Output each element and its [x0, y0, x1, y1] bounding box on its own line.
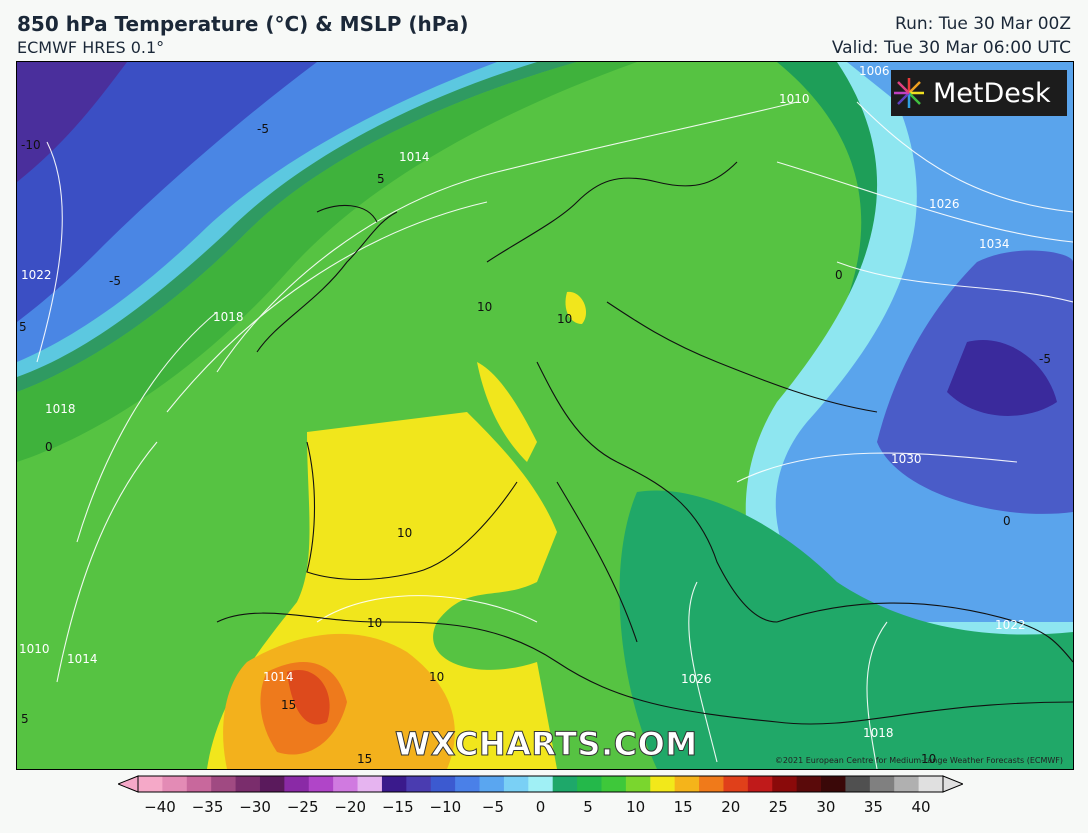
temperature-label: 10 — [477, 300, 493, 314]
colorbar-tick-label: −15 — [381, 798, 414, 816]
colorbar-swatch — [674, 776, 700, 792]
colorbar-swatch — [528, 776, 554, 792]
temperature-label: 10 — [557, 312, 573, 326]
logo-text: MetDesk — [933, 77, 1051, 109]
colorbar-tick-label: −30 — [239, 798, 271, 816]
colorbar-tick-label: 5 — [583, 798, 593, 816]
temperature-colorbar — [118, 775, 963, 793]
colorbar-swatch — [357, 776, 383, 792]
colorbar-swatch — [747, 776, 773, 792]
weather-map[interactable]: MetDesk 1006 1010 1014 1018 1018 1022 10… — [16, 61, 1074, 770]
colorbar-tick-label: −20 — [334, 798, 367, 816]
colorbar-swatch — [211, 776, 237, 792]
colorbar-tick-label: 20 — [721, 798, 741, 816]
colorbar-tick-label: 0 — [535, 798, 546, 816]
temperature-label: 5 — [19, 320, 27, 334]
isobar-label: 1010 — [19, 642, 50, 656]
temperature-label: -5 — [257, 122, 269, 136]
isobar-label: 1034 — [979, 237, 1010, 251]
colorbar-swatch — [552, 776, 578, 792]
model-name: ECMWF HRES 0.1° — [17, 38, 165, 57]
colorbar-swatch — [601, 776, 627, 792]
temperature-label: 15 — [281, 698, 297, 712]
colorbar-swatch — [772, 776, 798, 792]
colorbar-swatch — [894, 776, 920, 792]
colorbar-swatch — [796, 776, 822, 792]
colorbar-swatch — [845, 776, 871, 792]
colorbar-swatch — [284, 776, 310, 792]
colorbar-swatch — [259, 776, 285, 792]
colorbar-tick-label: −10 — [429, 798, 462, 816]
colorbar-swatch — [430, 776, 456, 792]
temperature-label: 10 — [397, 526, 413, 540]
colorbar-swatch — [138, 776, 163, 792]
colorbar-frame — [137, 775, 944, 793]
valid-time: Valid: Tue 30 Mar 06:00 UTC — [831, 38, 1071, 58]
copyright-notice: ©2021 European Centre for Medium-range W… — [774, 756, 1063, 765]
colorbar-swatch — [821, 776, 846, 792]
colorbar-swatch — [308, 776, 334, 792]
wxcharts-watermark: WXCHARTS.COM — [395, 725, 698, 764]
temperature-label: -5 — [1039, 352, 1051, 366]
colorbar-tick-label: −40 — [144, 798, 176, 816]
metdesk-logo: MetDesk — [891, 70, 1067, 116]
isobar-label: 1014 — [263, 670, 294, 684]
colorbar-swatch — [625, 776, 651, 792]
temperature-label: 5 — [21, 712, 29, 726]
colorbar-swatch — [162, 776, 188, 792]
colorbar-swatch — [479, 776, 505, 792]
colorbar-swatch — [235, 776, 261, 792]
colorbar-swatch — [333, 776, 359, 792]
colorbar-tick-label: −5 — [481, 798, 504, 816]
colorbar-swatch — [577, 776, 602, 792]
colorbar-swatch — [455, 776, 481, 792]
isobar-label: 1018 — [863, 726, 894, 740]
isobar-label: 1010 — [779, 92, 810, 106]
colorbar-tick-label: 40 — [911, 798, 931, 816]
colorbar-swatch — [186, 776, 212, 792]
metdesk-burst-icon — [894, 78, 924, 108]
colorbar-tick-label: −25 — [286, 798, 319, 816]
isobar-label: 1022 — [21, 268, 52, 282]
colorbar-tick-label: 15 — [673, 798, 693, 816]
temperature-label: 10 — [367, 616, 383, 630]
colorbar-swatch — [723, 776, 749, 792]
isobar-label: 1018 — [45, 402, 76, 416]
colorbar-swatch — [869, 776, 895, 792]
colorbar-tick-label: 35 — [863, 798, 883, 816]
colorbar-min-arrow — [118, 775, 139, 793]
temperature-label: 5 — [377, 172, 385, 186]
colorbar-swatch — [918, 776, 944, 792]
temperature-label: 0 — [835, 268, 843, 282]
isobar-label: 1014 — [67, 652, 98, 666]
temperature-label: -5 — [109, 274, 121, 288]
isobar-label: 1026 — [681, 672, 712, 686]
colorbar-tick-label: 30 — [816, 798, 836, 816]
isobar-label: 1014 — [399, 150, 430, 164]
colorbar-swatch — [406, 776, 432, 792]
chart-title: 850 hPa Temperature (°C) & MSLP (hPa) — [17, 12, 469, 36]
temperature-label: 15 — [357, 752, 373, 766]
temperature-label: 10 — [429, 670, 445, 684]
colorbar-tick-label: 10 — [626, 798, 646, 816]
isobar-label: 1030 — [891, 452, 922, 466]
temperature-label: -10 — [21, 138, 41, 152]
colorbar-max-arrow — [942, 775, 963, 793]
isobar-label: 1018 — [213, 310, 244, 324]
isobar-label: 1026 — [929, 197, 960, 211]
colorbar-swatch — [503, 776, 529, 792]
run-time: Run: Tue 30 Mar 00Z — [895, 14, 1071, 34]
colorbar-swatch — [381, 776, 407, 792]
colorbar-tick-label: −35 — [191, 798, 224, 816]
colorbar-swatch — [699, 776, 724, 792]
temperature-label: 0 — [1003, 514, 1011, 528]
temperature-field — [17, 62, 1073, 769]
colorbar-tick-label: 25 — [768, 798, 788, 816]
temperature-label: 0 — [45, 440, 53, 454]
isobar-label: 1022 — [995, 618, 1026, 632]
isobar-label: 1006 — [859, 64, 890, 78]
colorbar-swatch — [650, 776, 676, 792]
temperature-label: 10 — [921, 752, 937, 766]
